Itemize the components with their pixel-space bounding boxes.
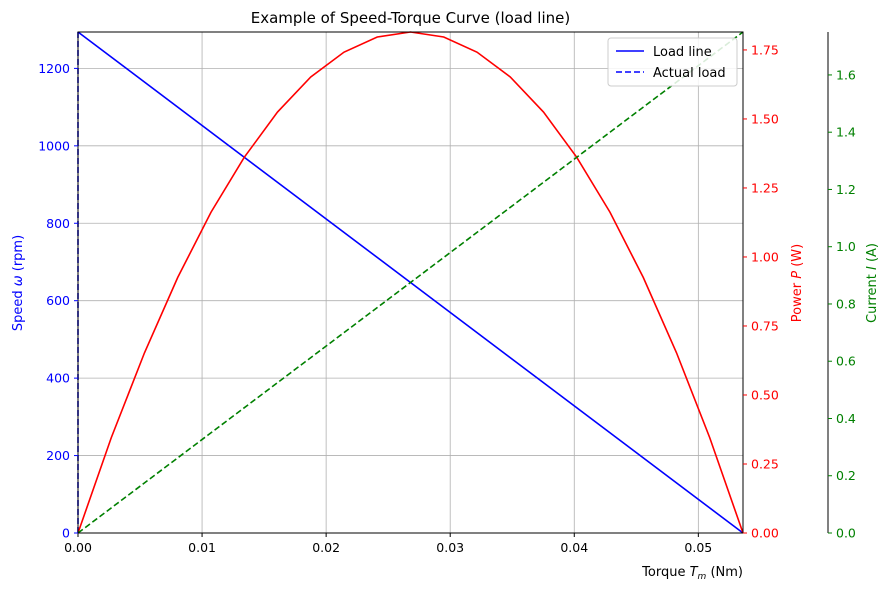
- current-tick-label-8: 1.6: [836, 67, 856, 82]
- current-tick-label-2: 0.4: [836, 411, 856, 426]
- power-tick-label-0: 0.00: [751, 526, 779, 541]
- x-tick-label-1: 0.01: [188, 540, 216, 555]
- current-tick-label-3: 0.6: [836, 354, 856, 369]
- legend-frame: [607, 37, 738, 87]
- current-tick-label-7: 1.4: [836, 125, 856, 140]
- x-axis-label: Torque Tm (Nm): [641, 565, 743, 582]
- speed-tick-label-4: 800: [46, 216, 70, 231]
- speed-tick-label-3: 600: [46, 293, 70, 308]
- current-axis-ticks: 0.0 0.2 0.4 0.6 0.8 1.0 1.2 1.4 1.6: [828, 67, 856, 541]
- legend: Load line Actual load: [607, 37, 738, 87]
- x-axis-ticks: 0.00 0.01 0.02 0.03 0.04 0.05: [64, 533, 712, 555]
- speed-tick-label-0: 0: [62, 526, 70, 541]
- plot-series: [77, 31, 744, 534]
- current-tick-label-1: 0.2: [836, 468, 856, 483]
- legend-label-actual-load: Actual load: [653, 66, 726, 81]
- power-tick-label-1: 0.25: [751, 456, 779, 471]
- axes-frame: [77, 31, 744, 534]
- x-tick-label-3: 0.03: [436, 540, 464, 555]
- power-tick-label-5: 1.25: [751, 180, 779, 195]
- power-tick-label-2: 0.50: [751, 387, 779, 402]
- power-tick-label-7: 1.75: [751, 42, 779, 57]
- power-tick-label-6: 1.50: [751, 111, 779, 126]
- speed-tick-label-5: 1000: [38, 138, 70, 153]
- current-tick-label-0: 0.0: [836, 526, 856, 541]
- series-line-current-curve: [77, 31, 744, 534]
- x-tick-label-0: 0.00: [64, 540, 92, 555]
- current-tick-label-4: 0.8: [836, 296, 856, 311]
- current-tick-label-6: 1.2: [836, 182, 856, 197]
- power-axis-label: Power P (W): [790, 244, 805, 322]
- speed-tick-label-6: 1200: [38, 61, 70, 76]
- chart-title: Example of Speed-Torque Curve (load line…: [251, 9, 570, 27]
- power-tick-label-4: 1.00: [751, 249, 779, 264]
- legend-label-load-line: Load line: [653, 45, 712, 60]
- x-tick-label-5: 0.05: [684, 540, 712, 555]
- speed-axis-label: Speed ω (rpm): [11, 235, 26, 331]
- current-axis-label: Current I (A): [865, 243, 880, 323]
- speed-tick-label-2: 400: [46, 371, 70, 386]
- speed-tick-label-1: 200: [46, 448, 70, 463]
- speed-axis-ticks: 0 200 400 600 800 1000 1200: [38, 61, 78, 541]
- power-axis-ticks: 0.00 0.25 0.50 0.75 1.00 1.25 1.50 1.75: [743, 42, 779, 541]
- current-tick-label-5: 1.0: [836, 239, 856, 254]
- power-tick-label-3: 0.75: [751, 318, 779, 333]
- x-tick-label-2: 0.02: [312, 540, 340, 555]
- x-tick-label-4: 0.04: [560, 540, 588, 555]
